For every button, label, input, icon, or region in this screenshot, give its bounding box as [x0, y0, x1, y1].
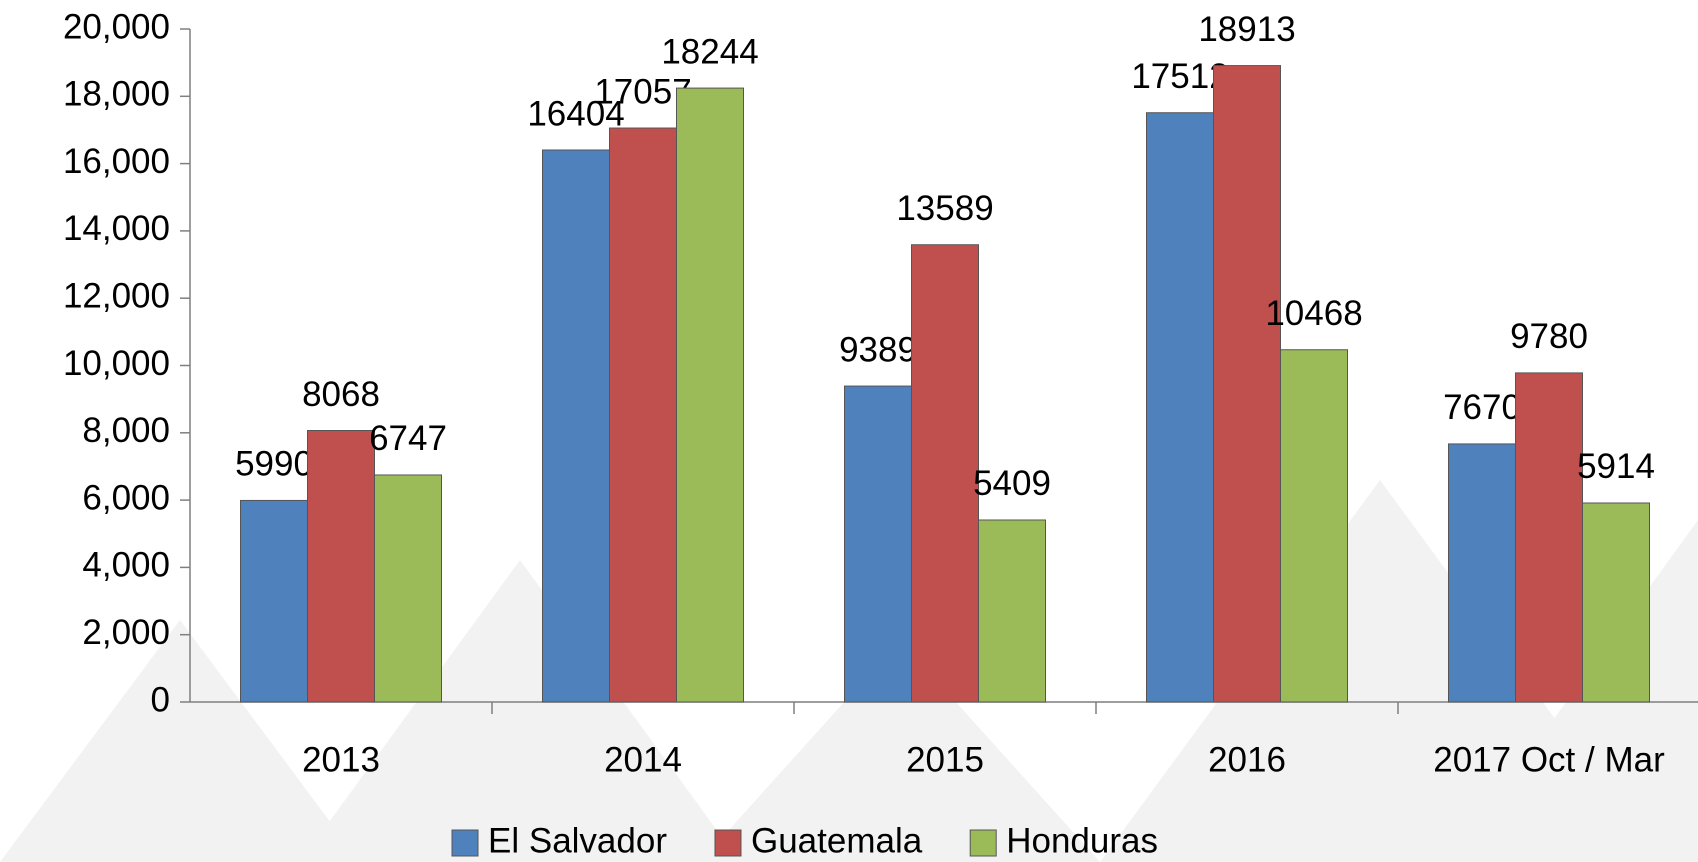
data-label: 6747: [369, 419, 447, 458]
bar: [676, 87, 744, 703]
legend-label: El Salvador: [488, 821, 667, 860]
data-label: 10468: [1265, 294, 1362, 333]
bar: [1146, 112, 1214, 703]
y-tick-label: 10,000: [63, 344, 170, 383]
data-label: 18244: [661, 32, 758, 71]
bar: [374, 474, 442, 703]
bar: [1515, 372, 1583, 703]
data-label: 17057: [594, 72, 691, 111]
data-label: 5409: [973, 464, 1051, 503]
bar: [542, 149, 610, 703]
x-tick-label: 2016: [1208, 740, 1286, 779]
bar: [1448, 443, 1516, 703]
legend-swatch: [969, 829, 997, 857]
y-tick-label: 2,000: [82, 613, 170, 652]
data-label: 7670: [1443, 388, 1521, 427]
y-tick-label: 0: [151, 680, 170, 719]
y-tick-label: 14,000: [63, 209, 170, 248]
y-tick-label: 20,000: [63, 7, 170, 46]
y-tick-label: 6,000: [82, 478, 170, 517]
data-label: 5990: [235, 445, 313, 484]
bar: [1582, 502, 1650, 703]
bar: [307, 430, 375, 703]
x-tick-label: 2015: [906, 740, 984, 779]
bar: [911, 244, 979, 703]
data-label: 18913: [1198, 10, 1295, 49]
data-label: 16404: [527, 94, 624, 133]
legend-swatch: [714, 829, 742, 857]
bar: [1280, 349, 1348, 703]
y-tick-label: 12,000: [63, 276, 170, 315]
x-tick-label: 2013: [302, 740, 380, 779]
legend-label: Honduras: [1006, 821, 1158, 860]
x-tick-label: 2017 Oct / Mar: [1433, 740, 1665, 779]
legend-label: Guatemala: [751, 821, 923, 860]
x-tick-label: 2014: [604, 740, 682, 779]
legend-swatch: [451, 829, 479, 857]
bar: [1213, 65, 1281, 703]
bar: [844, 385, 912, 703]
data-label: 13589: [896, 189, 993, 228]
bar: [978, 519, 1046, 703]
bar: [609, 127, 677, 703]
data-label: 9389: [839, 330, 917, 369]
data-label: 5914: [1577, 447, 1655, 486]
data-label: 8068: [302, 375, 380, 414]
y-tick-label: 16,000: [63, 142, 170, 181]
y-tick-label: 8,000: [82, 411, 170, 450]
data-label: 17512: [1131, 57, 1228, 96]
y-tick-label: 4,000: [82, 546, 170, 585]
y-tick-label: 18,000: [63, 75, 170, 114]
data-label: 9780: [1510, 317, 1588, 356]
bar: [240, 499, 308, 703]
